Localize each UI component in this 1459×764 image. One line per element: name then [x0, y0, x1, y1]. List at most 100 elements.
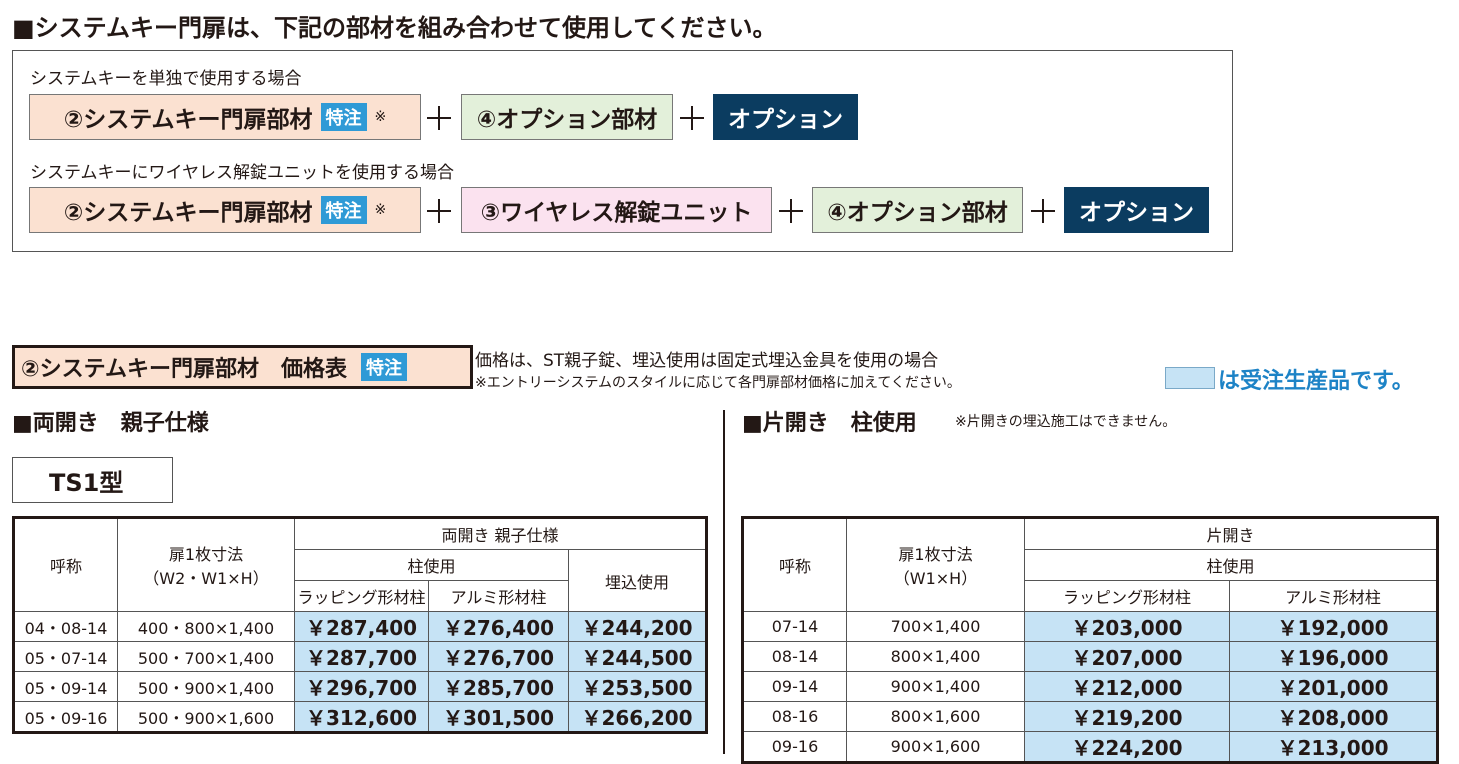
data-row: 05・07-14 500・700×1,400 ￥287,700 ￥276,700 ￥24…	[13, 641, 708, 672]
price-note: ※エントリーシステムのスタイルに応じて各門扉部材価格に加えてください。	[475, 375, 961, 391]
header-cell: 扉1枚寸法 （W2・W1×H）	[117, 517, 295, 612]
component: ②システムキー門扉部材 特注 ※	[29, 187, 421, 233]
note-mark: ※	[374, 202, 387, 218]
component: ③ワイヤレス解錠ユニット	[461, 187, 772, 233]
price-title-text: ②システムキー門扉部材 価格表	[21, 357, 347, 382]
cell: 04・08-14	[13, 611, 118, 642]
badge: 特注	[320, 196, 367, 224]
cell: 900×1,600	[846, 731, 1025, 763]
price-cell: ￥296,700	[294, 671, 429, 702]
cell: 09-14	[742, 671, 847, 702]
header-cell: アルミ形材柱	[428, 580, 569, 612]
price-table: 呼称 扉1枚寸法 （W2・W1×H） 両開き 親子仕様 柱使用 埋込使用 ラッピン…	[12, 516, 709, 734]
price-cell: ￥213,000	[1228, 731, 1439, 763]
component: オプション	[1064, 187, 1209, 233]
cell: 500・900×1,400	[117, 671, 295, 702]
component-label: ②システムキー門扉部材	[63, 200, 313, 226]
header-text: （W2・W1×H）	[143, 569, 269, 588]
header-cell: 呼称	[13, 517, 118, 612]
header-row: ラッピング形材柱 アルミ形材柱	[14, 580, 707, 612]
header-cell: 柱使用	[1023, 549, 1439, 581]
header-cell: ラッピング形材柱	[294, 580, 429, 612]
price-cell: ￥203,000	[1024, 611, 1230, 642]
price-table: 呼称 扉1枚寸法 （W1×H） 片開き 柱使用 ラッピング形材柱 アルミ形材柱 0…	[741, 516, 1440, 764]
price-cell: ￥301,500	[428, 701, 569, 733]
component-label: オプション	[728, 107, 843, 133]
header-row: 呼称 扉1枚寸法 （W1×H） 片開き	[742, 517, 1439, 612]
header-text: 扉1枚寸法	[168, 545, 244, 564]
header-cell: 両開き 親子仕様	[293, 517, 708, 550]
header-text: （W1×H）	[893, 569, 978, 588]
data-row: 09-14 900×1,400 ￥212,000 ￥201,000	[742, 671, 1439, 702]
price-cell: ￥212,000	[1024, 671, 1230, 702]
plus-sign	[1031, 199, 1055, 223]
header-row: 呼称 扉1枚寸法 （W2・W1×H） 両開き 親子仕様	[13, 517, 708, 612]
cell: 07-14	[742, 611, 847, 642]
data-row: 04・08-14 400・800×1,400 ￥287,400 ￥276,400 ￥24…	[13, 611, 708, 642]
cell: 900×1,400	[846, 671, 1025, 702]
header-cell: 片開き	[1023, 517, 1439, 550]
data-row: 09-16 900×1,600 ￥224,200 ￥213,000	[742, 731, 1439, 763]
cell: 500・900×1,600	[117, 701, 295, 733]
price-note: 価格は、ST親子錠、埋込使用は固定式埋込金具を使用の場合	[475, 351, 939, 371]
component-label: ④オプション部材	[827, 200, 1008, 226]
cell: 08-16	[742, 701, 847, 732]
cell: 500・700×1,400	[117, 641, 295, 672]
cell: 05・09-16	[13, 701, 118, 733]
header-cell: 扉1枚寸法 （W1×H）	[846, 517, 1025, 612]
cell: 800×1,400	[846, 641, 1025, 672]
component-label: ②システムキー門扉部材	[63, 107, 313, 133]
header-cell: 柱使用	[294, 549, 569, 581]
header-row: 柱使用 埋込使用	[14, 549, 708, 612]
cell: 800×1,600	[846, 701, 1025, 732]
component-label: ④オプション部材	[476, 107, 658, 133]
component-label: オプション	[1079, 200, 1194, 226]
divider	[723, 410, 725, 754]
component: ②システムキー門扉部材 特注 ※	[29, 94, 421, 140]
price-title: ②システムキー門扉部材 価格表 特注	[12, 345, 473, 389]
section-heading: ■片開き 柱使用	[742, 411, 917, 436]
price-cell: ￥312,600	[294, 701, 429, 733]
header-cell: アルミ形材柱	[1228, 580, 1439, 612]
price-cell: ￥219,200	[1024, 701, 1230, 732]
section-note: ※片開きの埋込施工はできません。	[955, 414, 1177, 430]
data-row: 07-14 700×1,400 ￥203,000 ￥192,000	[742, 611, 1439, 642]
header-cell: 埋込使用	[567, 549, 708, 612]
cell: 05・07-14	[13, 641, 118, 672]
data-row: 08-16 800×1,600 ￥219,200 ￥208,000	[742, 701, 1439, 732]
data-row: 05・09-16 500・900×1,600 ￥312,600 ￥301,500 ￥26…	[13, 701, 708, 733]
price-cell: ￥253,500	[567, 671, 708, 702]
price-cell: ￥244,200	[567, 611, 708, 642]
price-cell: ￥287,400	[294, 611, 429, 642]
plus-sign	[427, 199, 451, 223]
section-heading: ■両開き 親子仕様	[12, 411, 209, 436]
model-label: TS1型	[12, 457, 173, 503]
legend-swatch	[1165, 367, 1215, 389]
cell: 08-14	[742, 641, 847, 672]
combination-box	[12, 50, 1233, 252]
header-text: 扉1枚寸法	[898, 545, 973, 564]
legend-text: は受注生産品です。	[1218, 369, 1414, 394]
cell: 09-16	[742, 731, 847, 763]
combination-caption: システムキーにワイヤレス解錠ユニットを使用する場合	[30, 163, 454, 183]
price-cell: ￥276,400	[428, 611, 569, 642]
component: ④オプション部材	[812, 187, 1023, 233]
badge: 特注	[320, 103, 367, 131]
cell: 05・09-14	[13, 671, 118, 702]
cell: 700×1,400	[846, 611, 1025, 642]
component: ④オプション部材	[461, 94, 673, 140]
price-cell: ￥244,500	[567, 641, 708, 672]
price-cell: ￥207,000	[1024, 641, 1230, 672]
header-cell: ラッピング形材柱	[1024, 580, 1230, 612]
price-cell: ￥196,000	[1228, 641, 1439, 672]
price-cell: ￥276,700	[428, 641, 569, 672]
price-cell: ￥224,200	[1024, 731, 1230, 763]
plus-sign	[779, 199, 803, 223]
cell: 400・800×1,400	[117, 611, 295, 642]
price-cell: ￥192,000	[1228, 611, 1439, 642]
header-row: ラッピング形材柱 アルミ形材柱	[743, 580, 1439, 612]
price-cell: ￥201,000	[1228, 671, 1439, 702]
plus-sign	[680, 106, 704, 130]
